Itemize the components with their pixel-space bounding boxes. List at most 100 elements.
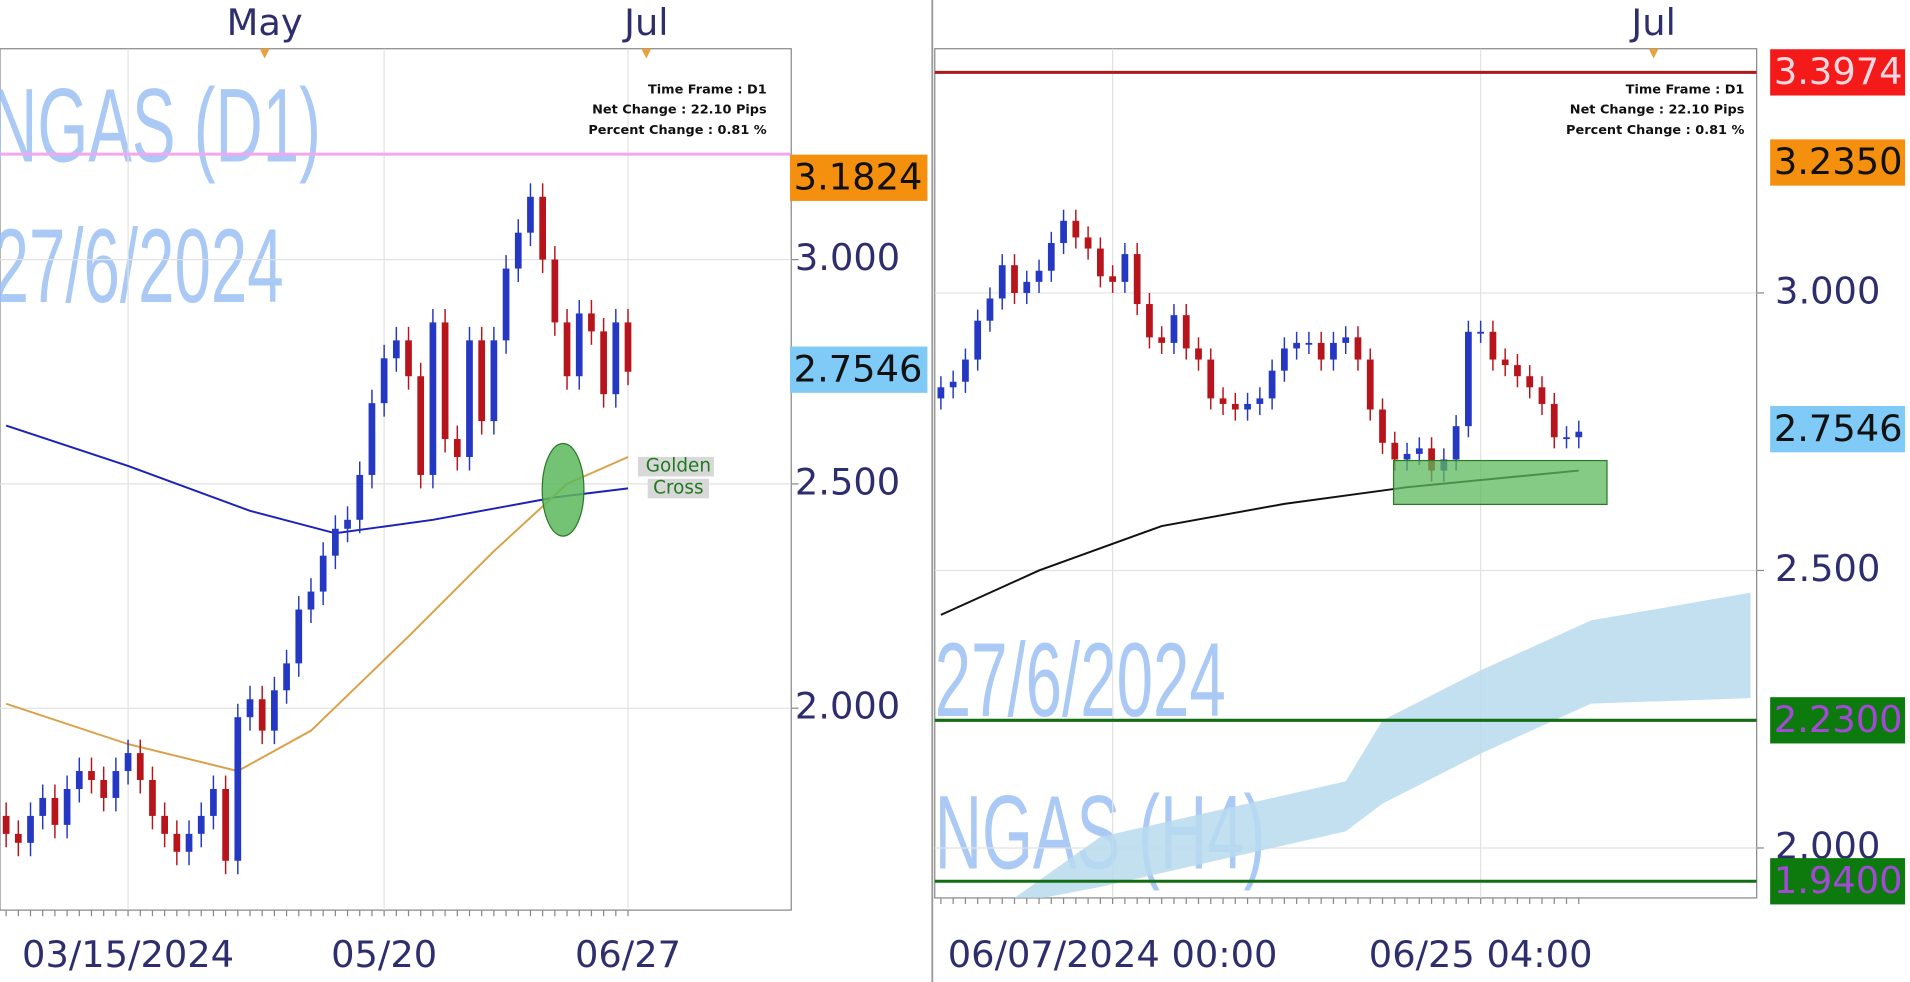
candle-body	[1047, 242, 1055, 271]
candle-body	[112, 771, 120, 798]
candle-body	[429, 322, 437, 475]
candle-body	[1195, 348, 1202, 360]
candle-body	[1281, 348, 1288, 371]
candle-body	[527, 196, 534, 233]
candle-body	[1023, 281, 1031, 293]
candle-body	[405, 340, 412, 377]
x-tick-label: 06/27	[575, 933, 681, 976]
price-badge-label: 3.3974	[1774, 50, 1903, 93]
price-badge-label: 1.9400	[1774, 859, 1903, 902]
candle-body	[551, 259, 559, 323]
candle-body	[1158, 337, 1166, 343]
candle-body	[295, 609, 303, 664]
candle-body	[344, 519, 351, 529]
info-text: Percent Change : 0.81 %	[588, 123, 766, 138]
candle-body	[1231, 403, 1239, 410]
candle-body	[1354, 337, 1362, 360]
period-marker	[1648, 48, 1659, 59]
watermark: 27/6/2024	[0, 207, 284, 325]
candle-body	[1293, 342, 1301, 349]
x-tick-label: 03/15/2024	[22, 933, 234, 976]
x-tick-label: 06/25 04:00	[1369, 933, 1593, 976]
price-badge	[1770, 406, 1906, 453]
y-tick-label: 3.000	[1775, 270, 1880, 313]
candle-body	[1305, 342, 1313, 345]
candle-body	[1256, 398, 1264, 404]
candle-body	[986, 298, 994, 321]
period-label: Jul	[622, 1, 668, 44]
candle-body	[453, 439, 461, 457]
candle-body	[466, 340, 473, 457]
y-tick-label: 2.500	[1775, 547, 1880, 590]
candle-body	[197, 815, 205, 834]
info-text: Net Change : 22.10 Pips	[592, 103, 767, 118]
candle-body	[173, 833, 181, 852]
candle-body	[1563, 437, 1570, 440]
candle-body	[1244, 403, 1251, 410]
candle-body	[1096, 248, 1104, 277]
annotation: Golden	[646, 456, 711, 477]
candle-body	[307, 591, 315, 610]
watermark: NGAS (D1)	[0, 67, 321, 185]
candle-body	[1379, 409, 1386, 443]
candle-body	[1084, 237, 1092, 249]
candle-body	[612, 322, 620, 395]
candle-body	[1514, 365, 1521, 377]
candle-body	[88, 771, 95, 781]
candle-body	[624, 322, 632, 372]
candle-body	[1501, 359, 1509, 366]
candle-body	[1538, 387, 1546, 404]
candle-body	[1415, 448, 1423, 454]
candle-body	[283, 663, 290, 691]
plot-area: NGAS (D1) 27/6/2024	[0, 48, 792, 911]
candle-body	[998, 265, 1006, 299]
candle-body	[185, 833, 193, 852]
candle-body	[1146, 304, 1153, 338]
candle-body	[356, 474, 364, 520]
candle-body	[39, 797, 47, 816]
candle-body	[258, 699, 266, 731]
candle-body	[974, 320, 982, 360]
y-tick-label: 3.000	[795, 236, 900, 279]
candle-body	[1109, 276, 1117, 282]
period-label: Jul	[1629, 1, 1675, 44]
candle-body	[1133, 254, 1141, 305]
candle-body	[962, 359, 969, 382]
candle-body	[1219, 398, 1227, 404]
candle-body	[1268, 370, 1276, 399]
candle-body	[1452, 426, 1460, 460]
candle-body	[490, 340, 498, 422]
candle-body	[1575, 431, 1583, 438]
candle-body	[271, 690, 278, 731]
candle-body	[161, 815, 169, 834]
candle-body	[1035, 270, 1043, 282]
annotation-bg	[647, 478, 710, 499]
candle-body	[1011, 265, 1018, 293]
candle-body	[502, 268, 510, 341]
moving-average	[5, 456, 629, 773]
price-badge	[1770, 858, 1906, 905]
candle-body	[1366, 359, 1374, 410]
price-badge	[1770, 697, 1906, 744]
price-badge-label: 2.7546	[1774, 407, 1903, 450]
candle-body	[1182, 315, 1190, 349]
candle-body	[1477, 331, 1485, 334]
period-marker	[259, 48, 270, 59]
moving-average	[5, 424, 629, 535]
candle-body	[563, 322, 571, 377]
candle-body	[1403, 453, 1411, 460]
candle-body	[2, 815, 10, 834]
candle-body	[478, 340, 486, 422]
annotation-bg	[637, 456, 714, 477]
candle-body	[417, 376, 425, 475]
price-badge-label: 3.1824	[794, 156, 923, 199]
candle-body	[368, 403, 376, 475]
candle-body	[937, 387, 945, 399]
price-badge	[1770, 139, 1906, 186]
plot-frame	[934, 48, 1758, 899]
price-badge	[1770, 49, 1906, 96]
candle-body	[27, 815, 34, 843]
